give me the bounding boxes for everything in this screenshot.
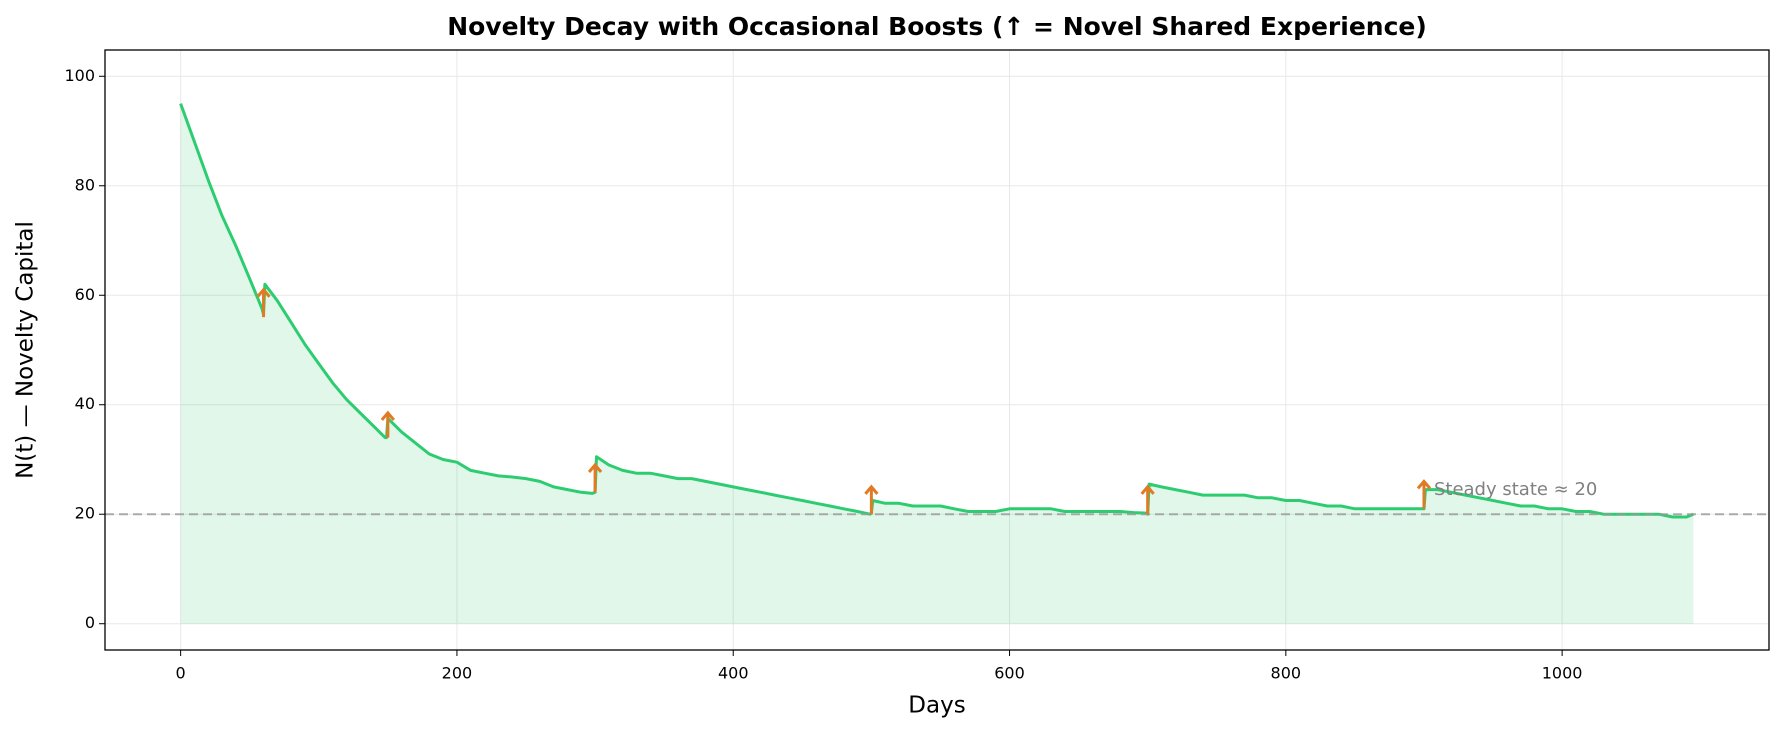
y-tick-label: 80 <box>75 175 95 194</box>
x-tick-label: 400 <box>718 664 749 683</box>
boost-arrow-head <box>587 462 603 473</box>
x-tick-label: 0 <box>176 664 186 683</box>
x-tick-label: 200 <box>442 664 473 683</box>
x-axis-label: Days <box>908 693 965 719</box>
y-tick-label: 0 <box>85 613 95 632</box>
x-tick-label: 1000 <box>1542 664 1583 683</box>
x-tick-label: 800 <box>1271 664 1302 683</box>
boost-arrow-head <box>1140 484 1155 495</box>
y-tick-label: 100 <box>64 66 95 85</box>
y-tick-label: 20 <box>75 504 95 523</box>
y-tick-label: 60 <box>75 285 95 304</box>
x-tick-label: 600 <box>994 664 1025 683</box>
boost-arrow-head <box>256 287 271 298</box>
steady-state-label: Steady state ≈ 20 <box>1434 479 1597 500</box>
boost-arrow-head <box>864 484 879 495</box>
chart-title: Novelty Decay with Occasional Boosts (↑ … <box>447 12 1427 41</box>
y-axis-label: N(t) — Novelty Capital <box>13 221 39 479</box>
plot-frame <box>104 49 1770 651</box>
y-tick-label: 40 <box>75 394 95 413</box>
boost-arrow-head <box>380 410 395 421</box>
area <box>180 103 1694 624</box>
boost-arrow-head <box>1416 479 1432 490</box>
